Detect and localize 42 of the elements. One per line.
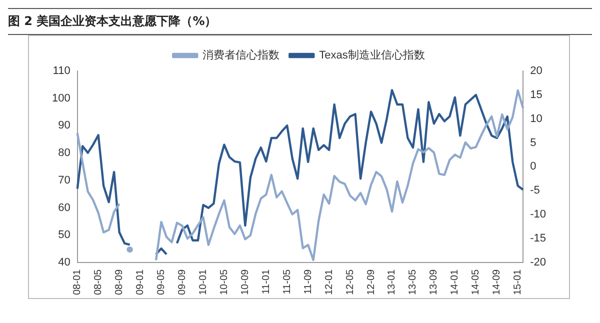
x-tick-label: 08-09 [114,268,126,295]
x-tick-label: 14-01 [450,268,461,295]
y2-tick-label: 10 [530,112,542,125]
x-tick-label: 12-01 [324,268,335,295]
y2-tick-label: -10 [530,208,546,221]
y2-tick-label: 0 [530,160,536,173]
x-tick-label: 12-09 [366,268,377,295]
y-tick-label: 90 [58,120,70,132]
x-tick-label: 13-05 [408,268,419,295]
x-tick-label: 08-01 [72,268,84,295]
y2-tick-label: -15 [530,232,546,245]
x-tick-label: 09-01 [135,268,146,295]
y-tick-label: 40 [58,256,70,268]
x-tick-label: 09-09 [176,268,188,295]
legend-label: 消费者信心指数 [202,48,280,62]
y-tick-label: 70 [58,174,70,186]
y2-tick-label: 15 [530,88,542,101]
x-tick-label: 11-09 [302,268,314,294]
y-tick-label: 60 [58,202,70,214]
y-tick-label: 50 [58,229,70,242]
x-tick-label: 08-05 [93,268,104,295]
x-tick-label: 09-05 [156,268,168,295]
x-tick-label: 13-01 [386,268,398,295]
chart-title: 图 2 美国企业资本支出意愿下降（%） [8,8,592,35]
x-tick-label: 10-05 [218,268,230,295]
x-tick-label: 15-01 [512,268,524,295]
y2-tick-label: -5 [530,184,540,197]
x-tick-label: 13-09 [428,268,440,295]
x-tick-label: 14-09 [492,268,503,295]
legend-label: Texas制造业信心指数 [319,48,425,62]
y-tick-label: 110 [52,65,70,78]
x-tick-label: 14-05 [470,268,482,295]
y2-tick-label: -20 [530,256,546,268]
x-tick-label: 10-09 [240,268,251,295]
x-tick-label: 11-01 [260,268,272,294]
x-tick-label: 10-01 [198,268,209,295]
y2-tick-label: 5 [530,136,536,149]
y-tick-label: 80 [58,147,70,160]
y2-tick-label: 20 [530,65,542,78]
x-tick-label: 11-05 [282,268,293,294]
x-tick-label: 12-05 [344,268,356,295]
y-tick-label: 100 [52,92,70,104]
